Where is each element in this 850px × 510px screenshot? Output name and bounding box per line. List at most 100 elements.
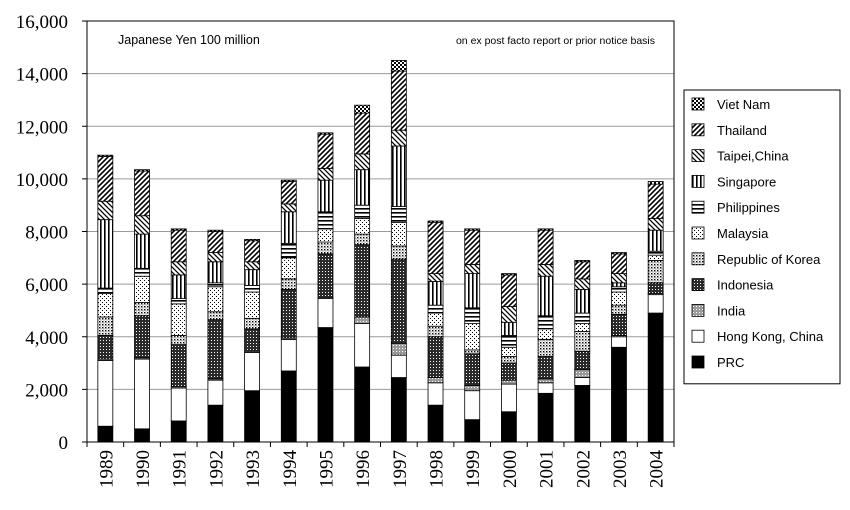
bar-segment-viet-nam (390, 60, 407, 72)
bar-segment-singapore (280, 211, 297, 244)
y-tick-label: 10,000 (16, 170, 68, 191)
bar-stack-1994 (280, 179, 297, 443)
bar-segment-hong-kong-china (464, 390, 481, 421)
bar-segment-hong-kong-china (207, 379, 224, 406)
bar-segment-hong-kong-china (501, 383, 517, 413)
bar-segment-viet-nam (207, 229, 224, 232)
bar-segment-singapore (501, 321, 517, 336)
bar-segment-singapore (464, 273, 481, 309)
x-axis-ticks: 1989 1990 1991 1992 1993 1994 1995 1996 1997 1998… (86, 442, 675, 489)
bar-segment-thailand (464, 229, 481, 265)
x-tick-label: 1993 (243, 450, 264, 488)
bar-segment-hong-kong-china (354, 323, 371, 368)
bar-segment-india (464, 385, 481, 392)
bar-segment-taipei-china (427, 273, 444, 282)
bar-segment-singapore (207, 261, 224, 284)
bar-segment-malaysia (134, 275, 150, 303)
bar-segment-thailand (244, 240, 260, 263)
bar-segment-malaysia (427, 312, 444, 327)
bar-segment-philippines (501, 335, 517, 348)
y-tick-label: 0 (59, 433, 69, 454)
y-tick-label: 4,000 (25, 328, 68, 349)
x-tick-label: 2004 (647, 450, 668, 489)
x-tick-label: 1990 (133, 450, 154, 488)
bar-segment-singapore (97, 219, 114, 289)
bar-segment-taipei-china (317, 167, 334, 181)
bar-segment-prc (537, 392, 554, 443)
bar-stack-1998 (427, 220, 444, 443)
bar-segment-malaysia (501, 346, 517, 357)
bar-segment-republic-of-korea (207, 311, 224, 321)
x-tick-label: 1994 (280, 450, 301, 489)
legend-swatch-taipei-china (691, 149, 705, 163)
bar-segment-thailand (97, 156, 114, 202)
legend-label-philippines: Philippines (717, 200, 780, 215)
bar-segment-philippines (354, 204, 371, 219)
legend-label-republic-of-korea: Republic of Korea (717, 252, 821, 267)
bar-segment-malaysia (647, 254, 664, 261)
bar-segment-indonesia (354, 244, 371, 318)
bar-segment-republic-of-korea (97, 316, 114, 336)
bar-segment-viet-nam (170, 228, 187, 231)
bar-segment-philippines (574, 312, 591, 324)
bar-segment-singapore (611, 282, 627, 288)
bar-segment-philippines (390, 206, 407, 223)
bar-segment-prc (611, 346, 627, 443)
x-tick-label: 1996 (353, 450, 374, 488)
bar-segment-taipei-china (574, 278, 591, 290)
bar-segment-thailand (354, 112, 371, 155)
bar-segment-taipei-china (647, 217, 664, 231)
bar-stack-1992 (207, 229, 224, 443)
bar-segment-taipei-china (501, 306, 517, 323)
legend-label-thailand: Thailand (717, 123, 767, 138)
legend: Viet Nam Thailand Taipei,China Singapore Phi… (683, 89, 841, 385)
legend-swatch-viet-nam (691, 97, 705, 111)
bar-segment-malaysia (611, 291, 627, 306)
bar-stack-1995 (317, 132, 334, 443)
bar-segment-philippines (280, 242, 297, 259)
bar-segment-malaysia (97, 292, 114, 318)
bar-segment-malaysia (317, 228, 334, 243)
x-tick-label: 1999 (463, 450, 484, 488)
bar-segment-taipei-china (134, 215, 150, 235)
bar-segment-malaysia (170, 303, 187, 336)
bar-segment-republic-of-korea (354, 233, 371, 246)
bar-segment-prc (317, 327, 334, 443)
plot-frame (86, 20, 675, 443)
bar-segment-singapore (244, 269, 260, 286)
legend-label-malaysia: Malaysia (717, 226, 769, 241)
bar-segment-india (390, 342, 407, 356)
bar-segment-malaysia (244, 291, 260, 319)
y-tick-label: 12,000 (16, 117, 68, 138)
bar-stack-1993 (244, 238, 260, 443)
legend-swatch-malaysia (691, 226, 705, 240)
bar-segment-thailand (427, 221, 444, 274)
bar-segment-malaysia (390, 221, 407, 247)
bar-segment-philippines (170, 298, 187, 305)
legend-label-hong-kong-china: Hong Kong, China (717, 329, 824, 344)
bar-segment-hong-kong-china (537, 382, 554, 394)
bar-segment-singapore (317, 179, 334, 213)
bar-segment-india (574, 369, 591, 378)
bar-segment-singapore (537, 275, 554, 317)
bar-stack-1997 (390, 60, 407, 443)
x-tick-label: 1989 (96, 450, 117, 488)
bar-segment-prc (280, 370, 297, 443)
x-tick-label: 1995 (316, 450, 337, 488)
bar-segment-thailand (647, 183, 664, 219)
bar-segment-indonesia (97, 335, 114, 360)
bar-segment-singapore (574, 288, 591, 314)
bar-segment-hong-kong-china (611, 336, 627, 348)
bar-stack-2004 (647, 181, 664, 443)
legend-label-singapore: Singapore (717, 174, 776, 189)
bar-segment-thailand (537, 229, 554, 265)
bar-stack-2000 (501, 273, 517, 443)
bar-segment-taipei-china (611, 273, 627, 284)
bar-segment-hong-kong-china (427, 382, 444, 406)
bar-segment-hong-kong-china (317, 298, 334, 328)
bar-segment-taipei-china (207, 252, 224, 263)
legend-swatch-prc (691, 355, 705, 369)
bar-segment-singapore (134, 233, 150, 269)
bar-segment-viet-nam (134, 169, 150, 172)
